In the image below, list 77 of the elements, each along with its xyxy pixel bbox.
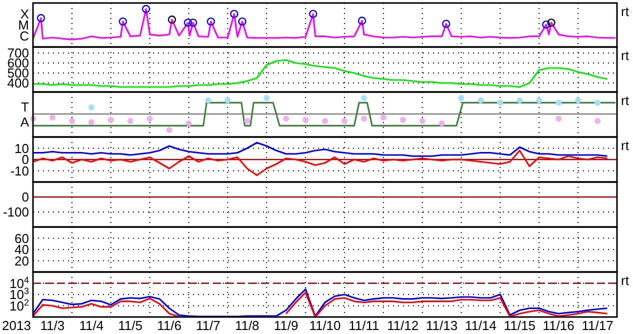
point — [206, 17, 216, 26]
x-axis-title: 2013 — [2, 318, 31, 333]
point — [360, 116, 367, 122]
point — [458, 95, 464, 101]
x-tick-label: 11/3 — [40, 318, 65, 333]
point — [205, 97, 212, 104]
x-tick-label: 11/4 — [79, 318, 104, 333]
point — [264, 95, 270, 101]
x-tick-label: 11/6 — [157, 318, 182, 333]
point — [146, 116, 153, 122]
x-tick-label: 11/14 — [464, 318, 497, 333]
x-tick-label: 11/8 — [234, 318, 260, 333]
line-series — [33, 150, 608, 176]
point — [547, 18, 556, 27]
text: C — [20, 28, 29, 44]
text: rt — [621, 4, 630, 19]
point — [118, 17, 127, 26]
text: T — [21, 100, 30, 115]
y-tick-label: -100 — [2, 204, 29, 220]
point — [127, 118, 134, 124]
point — [230, 10, 238, 18]
point — [88, 119, 94, 126]
x-tick-label: 11/13 — [426, 318, 458, 333]
point — [542, 20, 550, 29]
point — [594, 100, 601, 106]
point — [36, 14, 46, 22]
x-tick-label: 11/17 — [582, 318, 614, 333]
point — [322, 118, 328, 124]
point — [358, 16, 366, 25]
text: rt — [621, 138, 630, 153]
x-tick-label: 11/15 — [504, 318, 536, 333]
point — [380, 114, 386, 120]
text: X — [20, 6, 30, 22]
point — [442, 20, 450, 28]
point — [575, 97, 582, 104]
point — [108, 116, 114, 123]
point — [478, 97, 484, 104]
x-tick-label: 11/12 — [387, 318, 419, 333]
x-tick-label: 11/9 — [274, 318, 298, 333]
text: A — [20, 114, 30, 130]
point — [166, 126, 172, 133]
point — [142, 4, 150, 14]
point — [594, 118, 601, 124]
line-series — [33, 142, 608, 157]
point — [302, 116, 309, 123]
line-series — [33, 59, 608, 88]
point — [238, 17, 246, 26]
point — [536, 97, 542, 104]
point — [419, 118, 426, 124]
text: rt — [621, 273, 630, 288]
point — [497, 100, 504, 106]
x-tick-label: 11/5 — [118, 318, 143, 333]
point — [360, 95, 367, 101]
point — [88, 104, 94, 110]
point — [400, 116, 406, 123]
point — [556, 100, 562, 106]
x-tick-label: 11/7 — [196, 318, 220, 333]
point — [283, 116, 290, 122]
y-tick-label: 0 — [22, 190, 29, 205]
point — [516, 97, 523, 104]
point — [186, 120, 192, 126]
point — [309, 10, 318, 18]
point — [68, 118, 75, 124]
point — [188, 18, 198, 27]
text: rt — [621, 93, 630, 108]
point — [556, 116, 562, 122]
point — [49, 114, 56, 120]
point — [184, 18, 192, 27]
point — [168, 16, 176, 24]
point — [244, 118, 250, 124]
point — [438, 120, 445, 126]
point — [341, 118, 348, 124]
x-tick-label: 11/10 — [309, 318, 341, 333]
x-tick-label: 11/16 — [542, 318, 574, 333]
text: rt — [621, 48, 630, 63]
point — [224, 97, 231, 104]
x-tick-label: 11/11 — [348, 318, 380, 333]
